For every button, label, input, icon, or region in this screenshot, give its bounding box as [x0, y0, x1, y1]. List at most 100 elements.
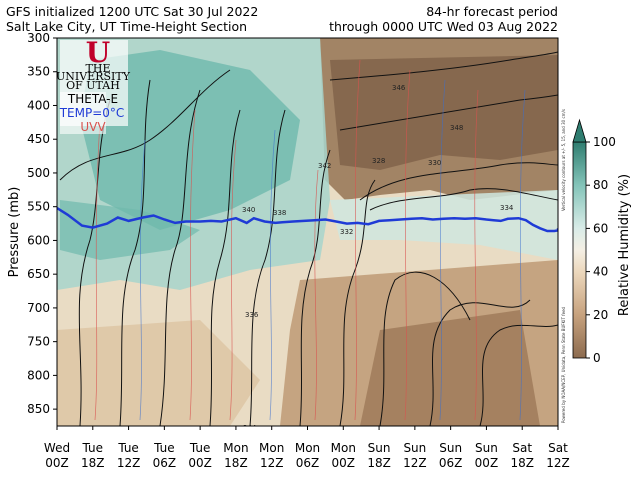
y-tick-label: 550: [27, 200, 50, 214]
dvv-contour: [269, 129, 276, 421]
rh-moist-low: [60, 200, 200, 260]
dvv-contour: [139, 139, 146, 421]
theta-e-contour: [359, 162, 558, 201]
title-through-line: through 0000 UTC Wed 03 Aug 2022: [329, 19, 558, 34]
colorbar-tick-label: 100: [593, 135, 616, 149]
uvv-contour: [229, 139, 237, 421]
x-tick-day: Tue: [117, 441, 139, 455]
rh-moist-band: [330, 190, 558, 260]
rh-field: 340 336 338 342 344 346 348 328 330 332 334: [57, 38, 558, 432]
y-tick-label: 500: [27, 166, 50, 180]
x-tick-hour: 00Z: [332, 456, 356, 470]
x-axis: Wed00ZTue18ZTue12ZTue06ZTue00ZMon18ZMon1…: [44, 426, 570, 470]
x-tick-hour: 18Z: [510, 456, 534, 470]
colorbar-tick-label: 60: [593, 221, 608, 235]
theta-e-contour: [379, 271, 471, 426]
logo-line-the: THE: [86, 62, 111, 75]
theta-e-contour: [78, 99, 111, 426]
logo-u-mark: U: [86, 36, 110, 69]
theta-e-contour: [339, 94, 558, 131]
theta-e-contour: [159, 89, 201, 426]
uvv-contour: [189, 109, 196, 421]
y-tick-label: 800: [27, 368, 50, 382]
x-tick-day: Mon: [331, 441, 356, 455]
x-tick-hour: 12Z: [403, 456, 427, 470]
x-tick-day: Tue: [189, 441, 211, 455]
x-tick-day: Mon: [295, 441, 320, 455]
dvv-contour: [439, 79, 446, 421]
colorbar-tick-label: 80: [593, 178, 608, 192]
theta-e-contour: [209, 109, 241, 426]
x-tick-hour: 18Z: [224, 456, 248, 470]
logo-line-utah: OF UTAH: [66, 79, 120, 92]
y-tick-label: 400: [27, 98, 50, 112]
logo-line-university: UNIVERSITY: [56, 70, 131, 83]
theta-e-contour: [329, 51, 558, 81]
uvv-contour: [354, 59, 361, 421]
theta-e-contour: [299, 149, 331, 426]
contour-value-label: 338: [273, 209, 286, 217]
theta-e-contour: [339, 179, 376, 426]
contour-value-label: 330: [428, 159, 441, 167]
y-tick-label: 350: [27, 65, 50, 79]
uvv-contour: [314, 169, 319, 421]
x-tick-hour: 12Z: [260, 456, 284, 470]
contour-value-label: 328: [372, 157, 385, 165]
y-tick-label: 450: [27, 132, 50, 146]
chart-title-left: GFS initialized 1200 UTC Sat 30 Jul 2022…: [6, 4, 258, 34]
y-axis-label: Pressure (mb): [7, 187, 22, 278]
theta-e-contour: [429, 299, 531, 426]
contour-value-label: 344: [243, 424, 257, 432]
colorbar: 0 20 40 60 80 100 Relative Humidity (%): [572, 118, 632, 365]
uvv-contour: [474, 89, 479, 421]
contour-value-label: 334: [500, 204, 514, 212]
theta-e-contour: [59, 69, 231, 181]
title-init-line: GFS initialized 1200 UTC Sat 30 Jul 2022: [6, 4, 259, 19]
x-tick-hour: 00Z: [188, 456, 212, 470]
colorbar-tick-label: 20: [593, 308, 608, 322]
x-tick-day: Tue: [82, 441, 104, 455]
colorbar-ticks: 0 20 40 60 80 100: [586, 135, 616, 365]
theta-e-contours: [59, 51, 558, 426]
dvv-contour: [519, 89, 526, 421]
x-tick-day: Wed: [44, 441, 70, 455]
x-tick-day: Mon: [223, 441, 248, 455]
x-tick-hour: 06Z: [439, 456, 463, 470]
contour-value-label: 342: [318, 162, 331, 170]
y-tick-label: 300: [27, 31, 50, 45]
credit-data-source: Powered by NOAA/NCEP, Unidata, Penn Stat…: [561, 306, 566, 423]
colorbar-tick-label: 40: [593, 265, 608, 279]
downward-vv-contours: [139, 79, 526, 421]
y-tick-label: 700: [27, 301, 50, 315]
x-tick-hour: 06Z: [153, 456, 177, 470]
contour-value-label: 346: [392, 84, 406, 92]
uvv-contour: [404, 69, 411, 421]
legend-temp-0c: TEMP=0°C: [59, 106, 125, 120]
contour-value-label: 348: [450, 124, 463, 132]
x-tick-day: Sat: [548, 441, 568, 455]
chart-title-right: 84-hr forecast period through 0000 UTC W…: [329, 4, 558, 34]
colorbar-extend-arrow: [572, 118, 587, 143]
theta-e-contour: [119, 79, 151, 426]
x-tick-hour: 00Z: [45, 456, 69, 470]
colorbar-fill: [572, 141, 587, 359]
rh-moist-core: [80, 50, 300, 230]
y-tick-label: 650: [27, 267, 50, 281]
x-tick-day: Sun: [439, 441, 462, 455]
x-tick-hour: 00Z: [475, 456, 499, 470]
credit-vv-note: Vertical velocity contours at +/- 5, 15,…: [561, 109, 566, 211]
legend-backdrop: [60, 92, 106, 134]
x-tick-day: Sun: [368, 441, 391, 455]
y-tick-label: 750: [27, 335, 50, 349]
x-tick-day: Sun: [475, 441, 498, 455]
colorbar-label: Relative Humidity (%): [617, 174, 632, 316]
x-tick-hour: 18Z: [367, 456, 391, 470]
contour-labels: 340 336 338 342 344 346 348 328 330 332 334: [242, 84, 514, 432]
theta-e-contour: [249, 109, 286, 426]
y-axis: 300 350 400 450 500 550 600 650 700 750 800 850: [27, 31, 57, 416]
y-tick-label: 850: [27, 402, 50, 416]
x-tick-hour: 18Z: [81, 456, 105, 470]
legend-theta-e: THETA-E: [67, 92, 118, 106]
theta-e-contour: [369, 188, 558, 211]
